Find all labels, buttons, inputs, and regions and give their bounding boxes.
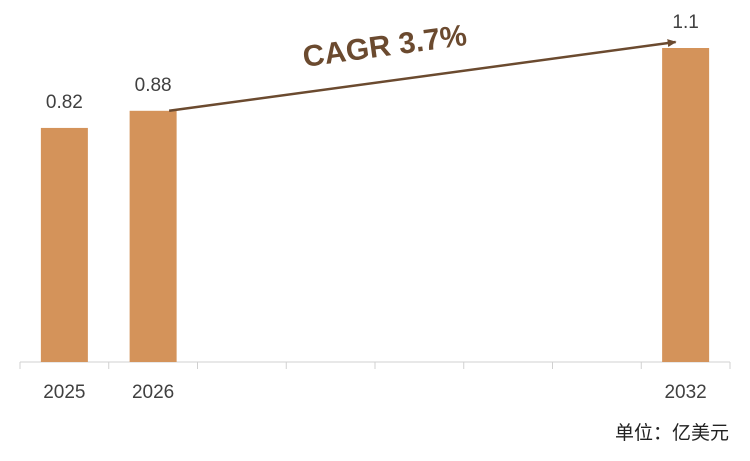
bar [129,110,177,362]
value-label: 0.82 [46,92,83,113]
x-tick-label: 2032 [664,382,706,403]
cagr-label: CAGR 3.7% [301,19,469,74]
cagr-arrow [168,39,677,113]
value-label: 0.88 [135,75,172,96]
x-tick-label: 2025 [43,382,85,403]
bar [40,127,88,362]
x-tick-label: 2026 [132,382,174,403]
bar [662,48,710,362]
unit-label: 单位：亿美元 [615,422,729,444]
value-label: 1.1 [672,12,698,33]
